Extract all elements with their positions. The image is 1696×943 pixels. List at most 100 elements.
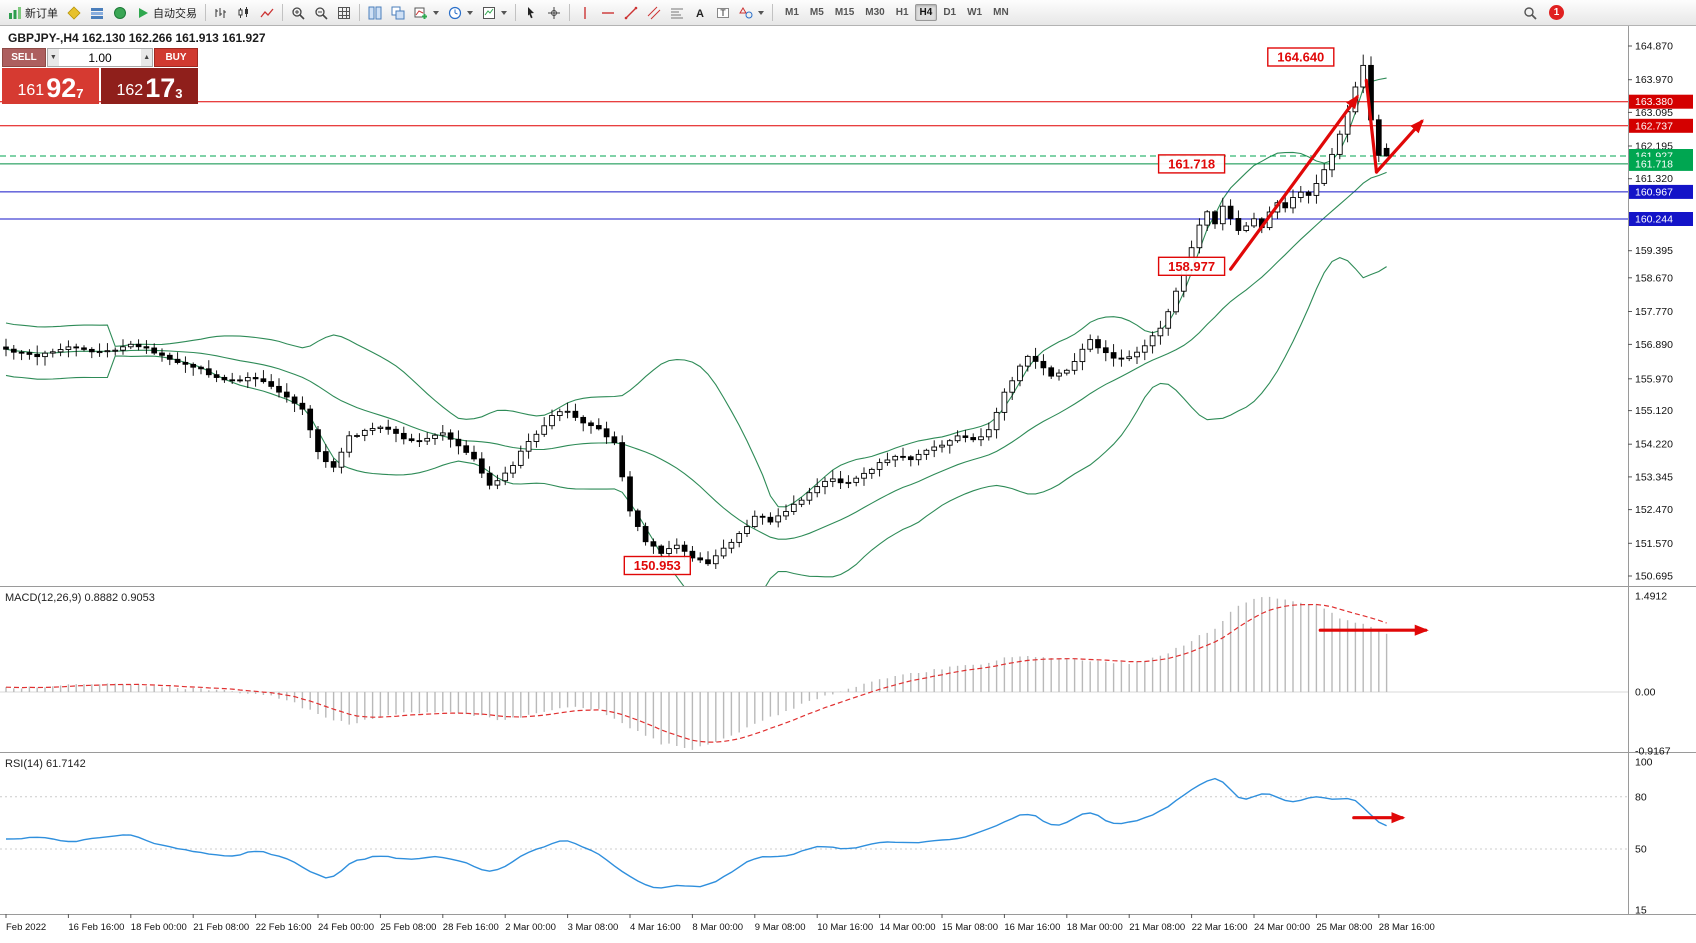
svg-text:10 Mar 16:00: 10 Mar 16:00 <box>817 922 873 933</box>
svg-text:160.967: 160.967 <box>1635 186 1673 198</box>
cascade-icon <box>391 6 405 20</box>
svg-text:18 Mar 00:00: 18 Mar 00:00 <box>1067 922 1123 933</box>
buy-button[interactable]: BUY <box>154 48 198 67</box>
equidistant-channel-button[interactable] <box>643 2 665 23</box>
templates-button[interactable] <box>478 2 511 23</box>
clock-icon <box>448 6 462 20</box>
rsi-indicator-label: RSI(14) 61.7142 <box>5 758 86 770</box>
vertical-line-button[interactable] <box>574 2 596 23</box>
svg-text:152.470: 152.470 <box>1635 504 1673 516</box>
svg-text:15 Mar 08:00: 15 Mar 08:00 <box>942 922 998 933</box>
data-window-button[interactable] <box>109 2 131 23</box>
svg-text:162.737: 162.737 <box>1635 120 1673 132</box>
sell-price-pipette: 7 <box>76 86 84 101</box>
bars-icon <box>214 6 228 20</box>
periods-button[interactable] <box>444 2 477 23</box>
fibonacci-button[interactable] <box>666 2 688 23</box>
cascade-windows-button[interactable] <box>387 2 409 23</box>
toolbar-separator <box>772 4 773 21</box>
svg-text:4 Mar 16:00: 4 Mar 16:00 <box>630 922 681 933</box>
toolbar-separator <box>569 4 570 21</box>
svg-text:24 Feb 00:00: 24 Feb 00:00 <box>318 922 374 933</box>
shapes-icon <box>739 6 753 20</box>
timeframe-mn-button[interactable]: MN <box>988 4 1014 21</box>
svg-text:163.380: 163.380 <box>1635 96 1673 108</box>
buy-price-pipette: 3 <box>175 86 183 101</box>
svg-text:A: A <box>696 8 704 20</box>
svg-text:14 Mar 00:00: 14 Mar 00:00 <box>880 922 936 933</box>
trend-arrows[interactable] <box>1228 78 1429 824</box>
timeframe-w1-button[interactable]: W1 <box>962 4 987 21</box>
new-order-button[interactable]: 新订单 <box>4 2 62 23</box>
timeframe-m5-button[interactable]: M5 <box>805 4 829 21</box>
zoom-in-button[interactable] <box>287 2 309 23</box>
price-chart-canvas[interactable]: 164.870163.970163.095162.195161.320159.3… <box>0 26 1696 943</box>
notification-badge[interactable]: 1 <box>1549 5 1564 20</box>
sell-button[interactable]: SELL <box>2 48 46 67</box>
toolbar-right-group: 1 <box>1519 2 1564 23</box>
autotrading-button[interactable]: 自动交易 <box>132 2 201 23</box>
svg-text:163.970: 163.970 <box>1635 74 1673 86</box>
volume-increase-button[interactable]: ▲ <box>141 49 152 66</box>
metaeditor-button[interactable] <box>63 2 85 23</box>
rsi-panel <box>0 777 1628 889</box>
timeframe-m1-button[interactable]: M1 <box>780 4 804 21</box>
text-button[interactable]: A <box>689 2 711 23</box>
line-chart-mode-button[interactable] <box>256 2 278 23</box>
buy-price-int: 162 <box>116 82 144 100</box>
toolbar-separator <box>282 4 283 21</box>
sell-price-display[interactable]: 161 92 7 <box>2 68 99 104</box>
search-button[interactable] <box>1519 2 1541 23</box>
horizontal-lines[interactable] <box>0 101 1628 220</box>
macd-indicator-label: MACD(12,26,9) 0.8882 0.9053 <box>5 592 155 604</box>
volume-input[interactable] <box>58 49 142 66</box>
market-watch-button[interactable] <box>86 2 108 23</box>
toolbar-separator <box>205 4 206 21</box>
svg-text:21 Feb 08:00: 21 Feb 08:00 <box>193 922 249 933</box>
timeframe-m30-button[interactable]: M30 <box>860 4 889 21</box>
panel-separators <box>0 26 1696 915</box>
svg-text:155.120: 155.120 <box>1635 405 1673 417</box>
svg-text:159.395: 159.395 <box>1635 245 1673 257</box>
candle-chart-mode-button[interactable] <box>233 2 255 23</box>
svg-text:157.770: 157.770 <box>1635 306 1673 318</box>
grid-button[interactable] <box>333 2 355 23</box>
svg-text:3 Mar 08:00: 3 Mar 08:00 <box>568 922 619 933</box>
toolbar-separator <box>359 4 360 21</box>
timeframe-h4-button[interactable]: H4 <box>914 4 938 21</box>
svg-text:24 Mar 00:00: 24 Mar 00:00 <box>1254 922 1310 933</box>
svg-text:151.570: 151.570 <box>1635 538 1673 550</box>
volume-decrease-button[interactable]: ▼ <box>48 49 59 66</box>
tile-icon <box>368 6 382 20</box>
crosshair-button[interactable] <box>543 2 565 23</box>
timeframe-h1-button[interactable]: H1 <box>891 4 914 21</box>
new-chart-button[interactable] <box>410 2 443 23</box>
search-icon <box>1523 6 1537 20</box>
svg-text:2 Mar 00:00: 2 Mar 00:00 <box>505 922 556 933</box>
symbol-title: GBPJPY-,H4 162.130 162.266 161.913 161.9… <box>8 31 266 45</box>
svg-text:154.220: 154.220 <box>1635 439 1673 451</box>
autotrading-label: 自动交易 <box>153 7 197 20</box>
timeframe-d1-button[interactable]: D1 <box>938 4 961 21</box>
arrows-button[interactable] <box>735 2 768 23</box>
svg-text:155.970: 155.970 <box>1635 373 1673 385</box>
price-axis[interactable]: 164.870163.970163.095162.195161.320159.3… <box>1628 41 1693 917</box>
svg-text:163.095: 163.095 <box>1635 107 1673 119</box>
horizontal-line-button[interactable] <box>597 2 619 23</box>
caret-down-icon <box>433 10 439 15</box>
buy-price-display[interactable]: 162 17 3 <box>101 68 198 104</box>
candles[interactable] <box>3 54 1390 569</box>
trendline-button[interactable] <box>620 2 642 23</box>
zoom-out-button[interactable] <box>310 2 332 23</box>
timeframe-m15-button[interactable]: M15 <box>830 4 859 21</box>
cursor-icon <box>524 6 538 20</box>
channel-icon <box>647 6 661 20</box>
time-axis[interactable]: Feb 2022 16 Feb 16:00 18 Feb 00:00 21 Feb 0… <box>5 914 1435 933</box>
tile-windows-button[interactable] <box>364 2 386 23</box>
bar-chart-mode-button[interactable] <box>210 2 232 23</box>
annotations[interactable]: 164.640 161.718 158.977 150.953 <box>623 47 1335 576</box>
svg-text:9 Mar 08:00: 9 Mar 08:00 <box>755 922 806 933</box>
cursor-button[interactable] <box>520 2 542 23</box>
text-label-button[interactable]: T <box>712 2 734 23</box>
caret-down-icon <box>467 10 473 15</box>
